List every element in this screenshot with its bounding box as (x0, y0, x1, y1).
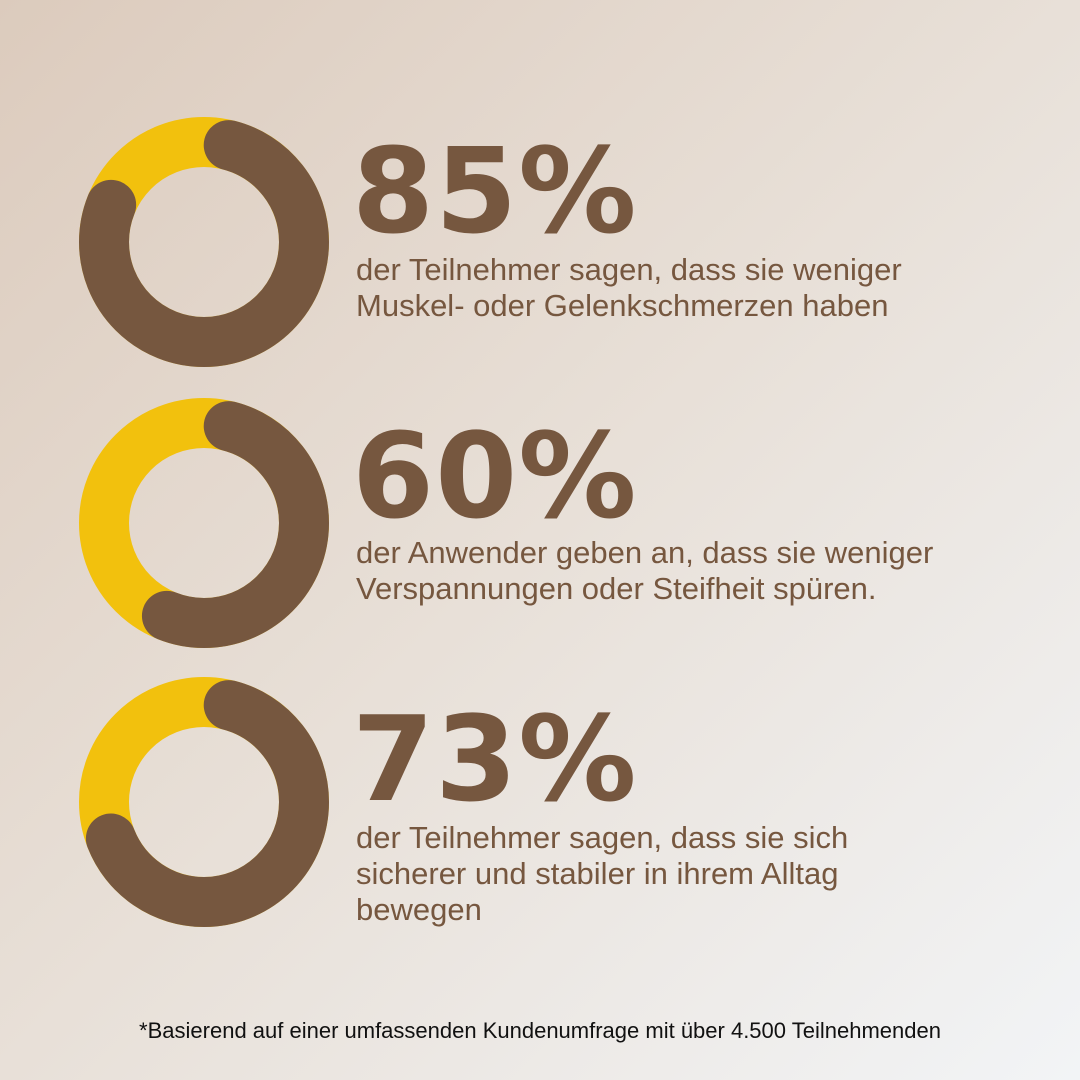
description-line: Verspannungen oder Steifheit spüren. (356, 571, 877, 606)
donut-chart-2 (79, 398, 329, 648)
percentage-value-2: 60% (352, 407, 638, 545)
description-line: der Anwender geben an, dass sie weniger (356, 535, 934, 570)
donut-chart-1 (79, 117, 329, 367)
percentage-value-1: 85% (352, 122, 638, 260)
description-line: bewegen (356, 892, 482, 927)
description-line: sicherer und stabiler in ihrem Alltag (356, 856, 839, 891)
percentage-value-3: 73% (352, 690, 638, 828)
description-line: der Teilnehmer sagen, dass sie sich (356, 820, 849, 855)
stat-description-3: der Teilnehmer sagen, dass sie sich siche… (356, 820, 1056, 928)
footnote: *Basierend auf einer umfassenden Kundenu… (139, 1018, 941, 1043)
donut-chart-3 (79, 677, 329, 927)
description-line: Muskel- oder Gelenkschmerzen haben (356, 288, 889, 323)
donut-value-segment (79, 677, 329, 927)
donut-value-segment (79, 117, 329, 367)
description-line: der Teilnehmer sagen, dass sie weniger (356, 252, 902, 287)
donut-value-segment (79, 398, 329, 648)
stat-description-2: der Anwender geben an, dass sie weniger V… (356, 535, 1056, 607)
stat-description-1: der Teilnehmer sagen, dass sie weniger Mu… (356, 252, 1056, 324)
